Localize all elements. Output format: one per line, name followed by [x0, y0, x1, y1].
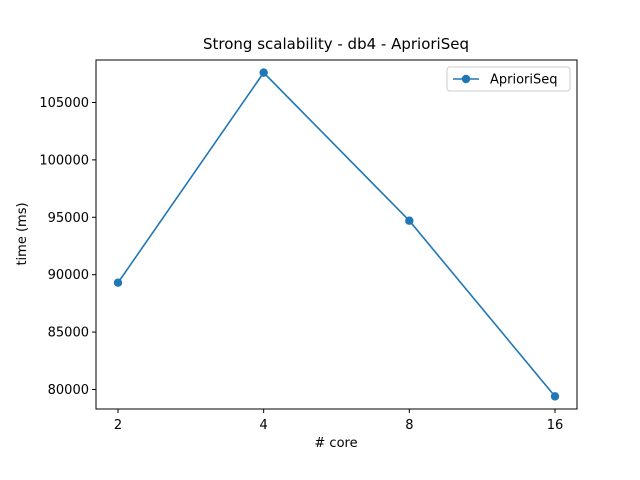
chart-title: Strong scalability - db4 - AprioriSeq: [203, 35, 469, 53]
data-point: [405, 216, 414, 225]
legend-marker: [461, 74, 471, 84]
data-point: [259, 68, 268, 77]
x-tick-label: 8: [405, 418, 413, 433]
y-tick-label: 105000: [39, 96, 89, 111]
y-tick-label: 80000: [48, 383, 89, 398]
x-axis-label: # core: [314, 436, 357, 451]
y-tick-label: 100000: [39, 153, 89, 168]
y-tick-label: 85000: [48, 326, 89, 341]
plot-frame: [95, 59, 578, 410]
legend: AprioriSeq: [446, 66, 571, 92]
legend-label: AprioriSeq: [490, 73, 558, 88]
x-tick-label: 16: [547, 418, 564, 433]
x-tick-label: 2: [114, 418, 122, 433]
y-tick-label: 90000: [48, 268, 89, 283]
data-point: [113, 278, 123, 287]
x-tick-label: 4: [260, 418, 268, 433]
legend-box: [446, 66, 571, 92]
y-tick-label: 95000: [48, 211, 89, 226]
plot-area: 80000 85000 90000 95000 100000 105000 2 4 8 16: [39, 68, 563, 433]
y-axis-label: time (ms): [15, 202, 30, 265]
series-line: [117, 71, 556, 397]
data-point: [550, 392, 560, 401]
